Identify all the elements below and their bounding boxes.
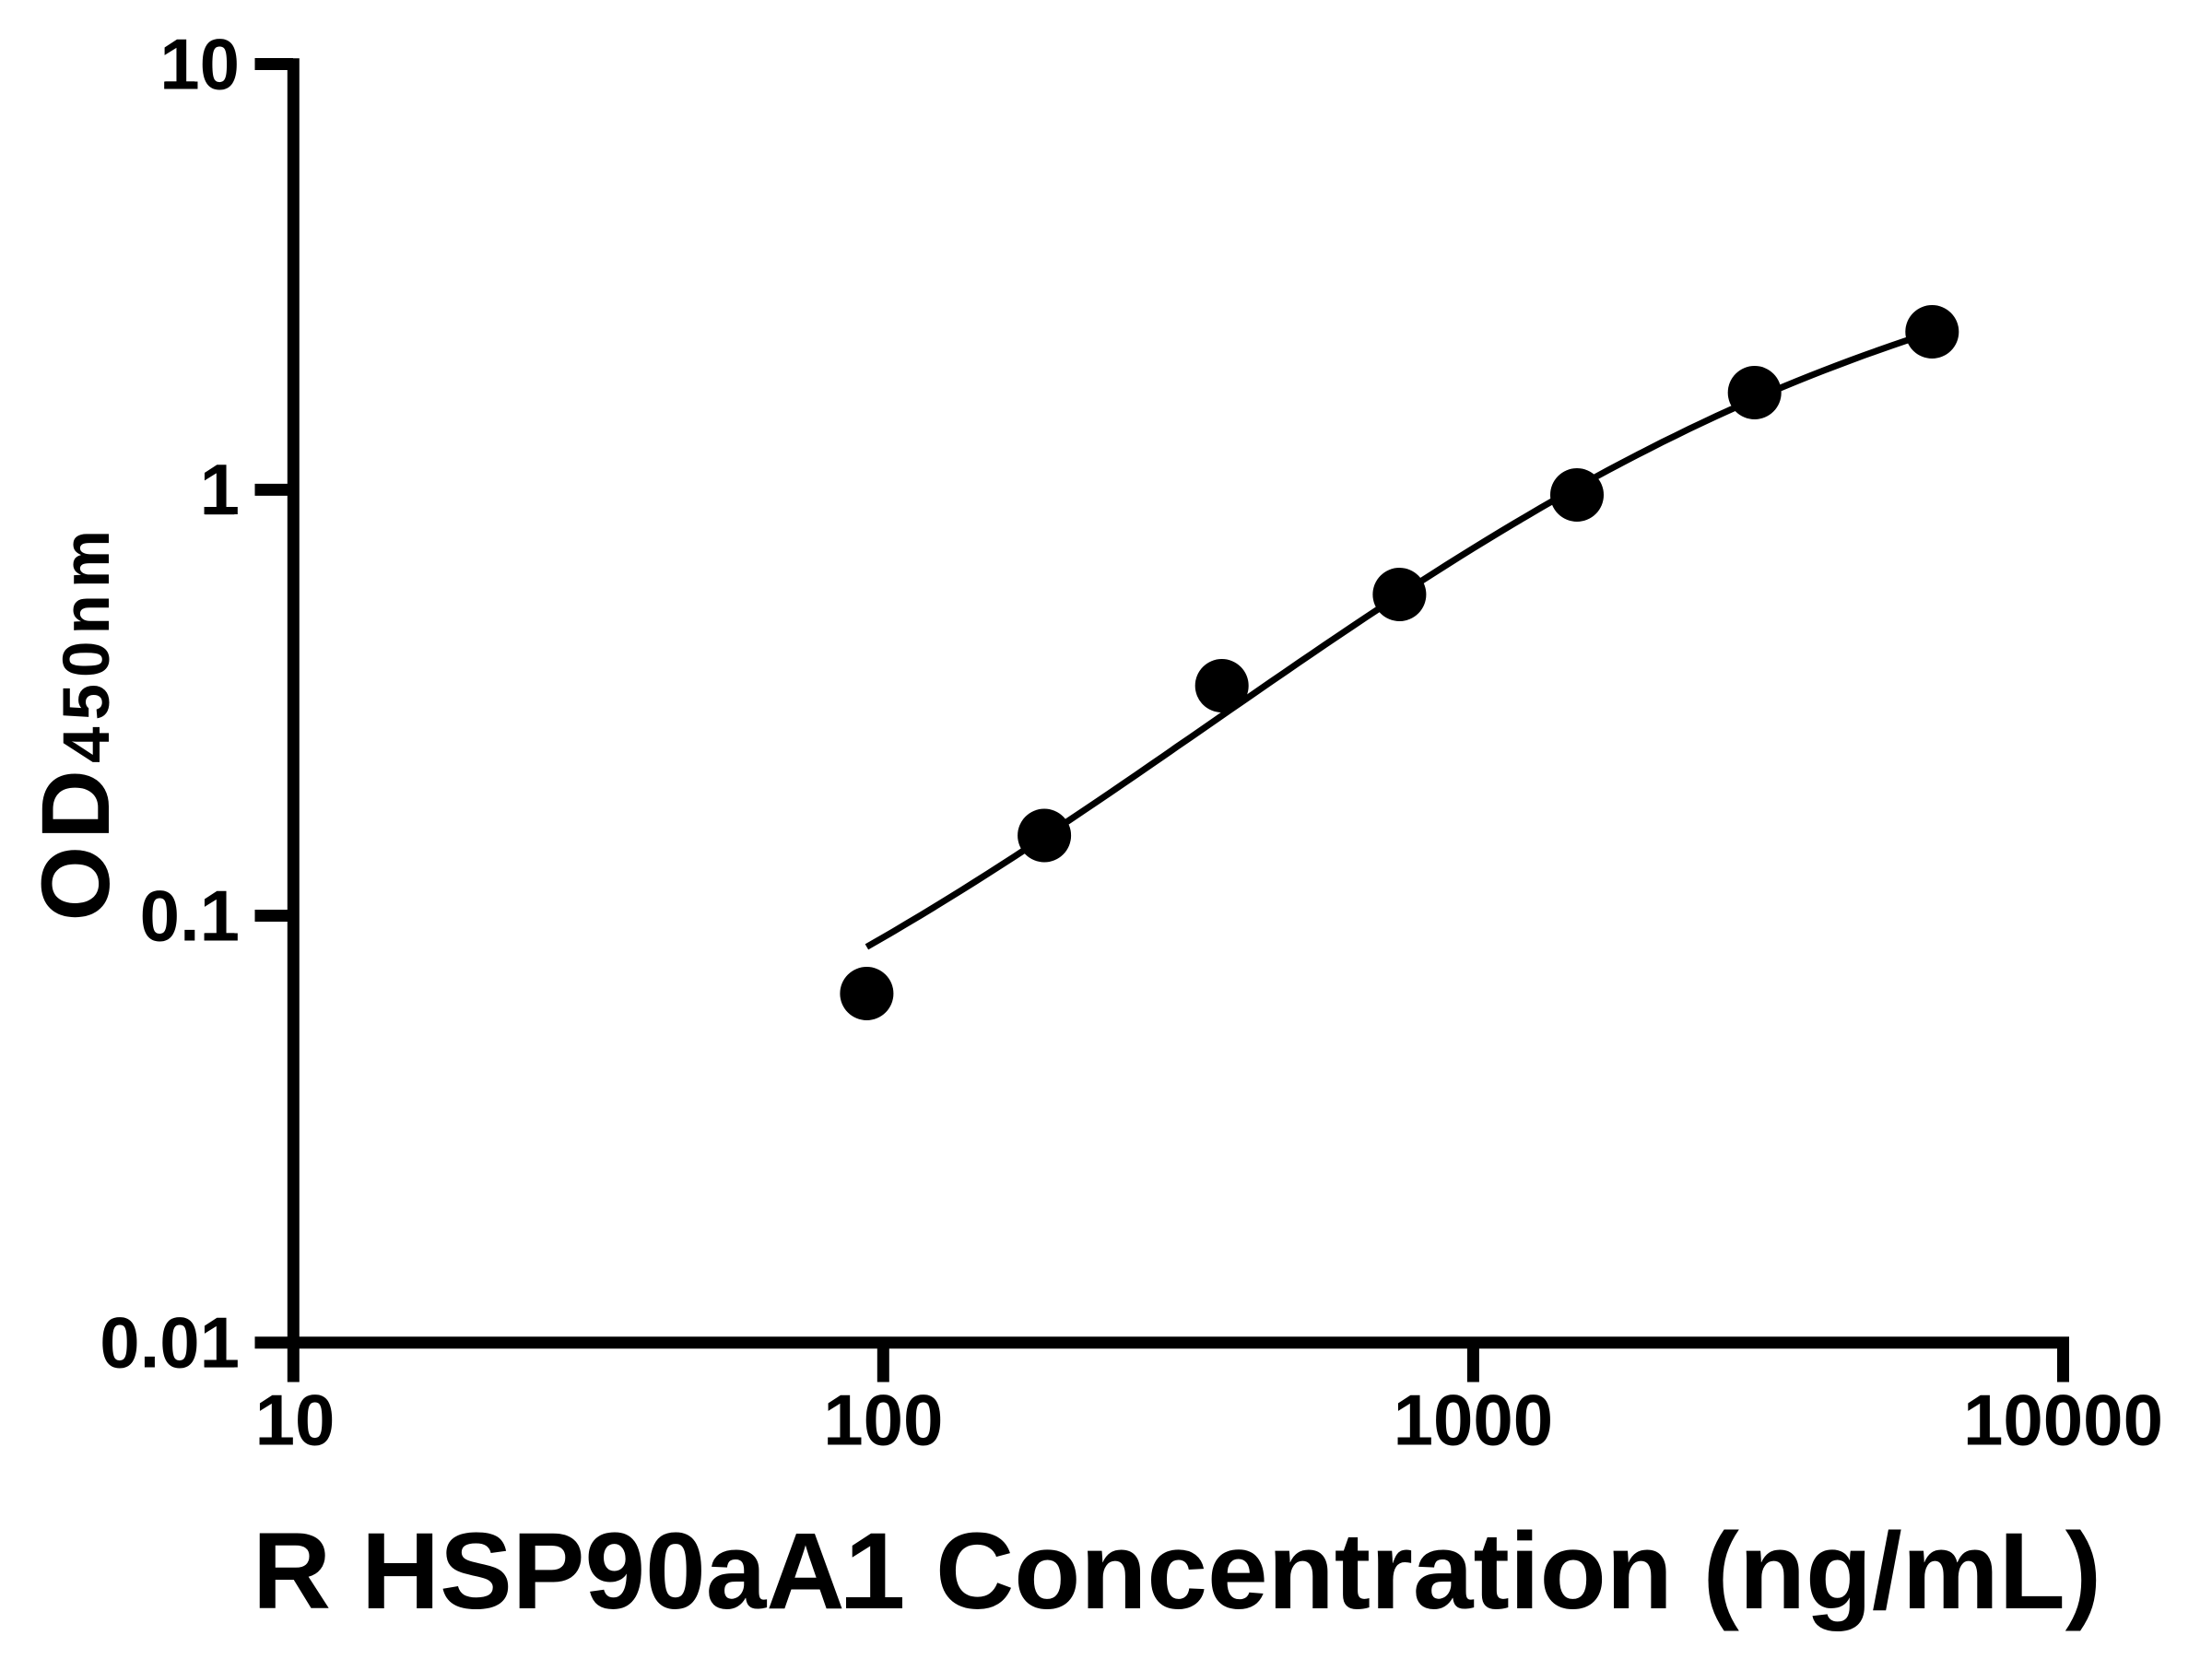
svg-text:10000: 10000	[1963, 1380, 2163, 1461]
svg-text:0.1: 0.1	[140, 875, 240, 956]
svg-text:100: 100	[823, 1380, 943, 1461]
svg-text:10: 10	[255, 1380, 335, 1461]
svg-text:R HSP90aA1 Concentration (ng/m: R HSP90aA1 Concentration (ng/mL)	[253, 1511, 2101, 1632]
svg-text:1: 1	[200, 449, 240, 530]
svg-text:0.01: 0.01	[100, 1302, 240, 1383]
svg-text:10: 10	[159, 23, 240, 104]
svg-text:1000: 1000	[1394, 1380, 1554, 1461]
